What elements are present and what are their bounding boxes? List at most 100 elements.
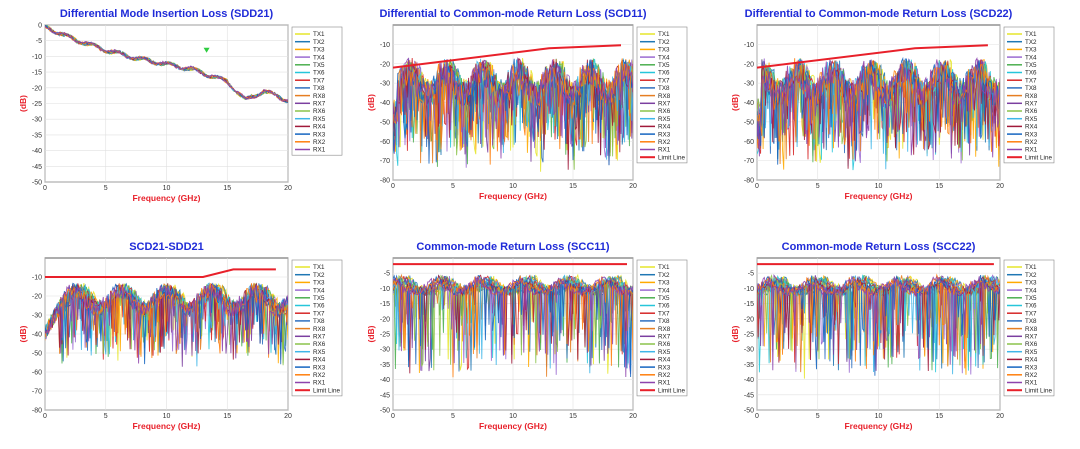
y-tick-label: -30 — [32, 117, 42, 124]
legend-item: Limit Line — [1025, 154, 1052, 161]
x-axis-label: Frequency (GHz) — [479, 421, 547, 431]
y-tick-label: -10 — [32, 275, 42, 282]
series-group — [393, 44, 633, 172]
legend-item: RX8 — [313, 93, 326, 100]
legend-item: TX7 — [313, 310, 325, 317]
x-tick-label: 15 — [569, 413, 577, 420]
x-tick-label: 15 — [935, 413, 943, 420]
x-tick-label: 0 — [755, 183, 759, 190]
y-axis-label: (dB) — [730, 325, 740, 342]
y-tick-label: -80 — [380, 178, 390, 185]
legend-item: RX8 — [1025, 93, 1038, 100]
y-tick-label: -40 — [32, 332, 42, 339]
y-tick-label: -10 — [32, 54, 42, 61]
legend-item: RX4 — [1025, 124, 1038, 131]
chart-panel-2: Differential to Common-mode Return Loss … — [366, 8, 688, 201]
y-tick-label: -5 — [384, 271, 390, 278]
chart-title: SCD21-SDD21 — [129, 241, 204, 253]
series-group — [757, 44, 1000, 171]
x-tick-label: 10 — [509, 413, 517, 420]
legend-item: TX3 — [1025, 280, 1037, 287]
legend-item: TX8 — [1025, 85, 1037, 92]
x-tick-label: 5 — [816, 183, 820, 190]
legend-item: TX5 — [1025, 295, 1037, 302]
legend-item: TX4 — [658, 54, 670, 61]
y-tick-label: -20 — [32, 294, 42, 301]
y-tick-label: -10 — [744, 286, 754, 293]
legend-item: TX8 — [1025, 318, 1037, 325]
legend-item: RX4 — [313, 124, 326, 131]
legend-item: TX6 — [313, 303, 325, 310]
legend-item: TX5 — [658, 295, 670, 302]
legend-item: RX7 — [313, 101, 326, 108]
y-tick-label: -40 — [744, 377, 754, 384]
y-tick-label: -60 — [32, 370, 42, 377]
legend-item: RX3 — [313, 364, 326, 371]
x-tick-label: 20 — [284, 185, 292, 192]
legend-item: RX4 — [658, 124, 671, 131]
x-axis-label: Frequency (GHz) — [844, 191, 912, 201]
legend-item: RX8 — [313, 326, 326, 333]
legend-item: TX4 — [1025, 287, 1037, 294]
x-tick-label: 15 — [223, 413, 231, 420]
legend-item: TX6 — [658, 303, 670, 310]
legend-item: Limit Line — [658, 154, 685, 161]
legend-item: RX5 — [658, 349, 671, 356]
y-tick-label: -30 — [380, 81, 390, 88]
legend-item: RX5 — [1025, 116, 1038, 123]
data-marker-icon — [203, 47, 210, 53]
series-line-rx6 — [393, 274, 633, 371]
legend-item: RX2 — [313, 372, 326, 379]
legend-item: RX1 — [313, 147, 326, 154]
legend-item: TX2 — [1025, 39, 1037, 46]
series-line-rx1 — [45, 25, 288, 102]
legend-item: RX7 — [658, 101, 671, 108]
x-tick-label: 15 — [223, 185, 231, 192]
legend-item: RX6 — [1025, 341, 1038, 348]
y-tick-label: -70 — [380, 158, 390, 165]
series-line-rx1 — [45, 284, 288, 364]
y-tick-label: -40 — [380, 100, 390, 107]
legend-item: RX2 — [658, 139, 671, 146]
legend-item: RX1 — [658, 380, 671, 387]
legend-item: RX4 — [658, 357, 671, 364]
y-axis-label: (dB) — [366, 325, 376, 342]
series-line-tx6 — [45, 284, 288, 353]
legend-item: TX7 — [1025, 310, 1037, 317]
series-line-rx1 — [393, 57, 633, 159]
y-tick-label: -15 — [32, 70, 42, 77]
y-axis-label: (dB) — [366, 94, 376, 111]
legend-item: TX7 — [658, 310, 670, 317]
y-tick-label: -50 — [380, 119, 390, 126]
y-tick-label: -30 — [744, 347, 754, 354]
legend-item: RX2 — [1025, 372, 1038, 379]
x-tick-label: 5 — [104, 185, 108, 192]
series-line-rx2 — [393, 275, 633, 378]
legend-item: TX3 — [313, 280, 325, 287]
x-tick-label: 20 — [629, 413, 637, 420]
y-tick-label: -20 — [380, 61, 390, 68]
series-line-rx1 — [757, 275, 1000, 371]
legend-item: RX2 — [658, 372, 671, 379]
y-tick-label: -25 — [744, 332, 754, 339]
legend-item: RX8 — [658, 93, 671, 100]
y-tick-label: -60 — [744, 139, 754, 146]
x-tick-label: 10 — [509, 183, 517, 190]
legend-item: RX8 — [658, 326, 671, 333]
legend-item: TX6 — [1025, 70, 1037, 77]
x-tick-label: 10 — [875, 183, 883, 190]
legend-item: TX6 — [1025, 303, 1037, 310]
x-axis-label: Frequency (GHz) — [479, 191, 547, 201]
y-tick-label: -45 — [744, 392, 754, 399]
x-tick-label: 15 — [935, 183, 943, 190]
legend-item: RX6 — [1025, 108, 1038, 115]
x-tick-label: 20 — [996, 183, 1004, 190]
y-tick-label: -40 — [744, 100, 754, 107]
legend-item: RX5 — [313, 116, 326, 123]
y-tick-label: -80 — [32, 408, 42, 415]
x-tick-label: 10 — [163, 185, 171, 192]
legend-item: Limit Line — [658, 387, 685, 394]
legend-item: RX1 — [313, 380, 326, 387]
chart-panel-6: Common-mode Return Loss (SCC22) 0 5 10 15 20 -… — [730, 241, 1055, 431]
chart-panel-4: SCD21-SDD21 0 5 10 15 20 -10 -20 -30 -40 -50 -60 -70… — [18, 241, 343, 431]
